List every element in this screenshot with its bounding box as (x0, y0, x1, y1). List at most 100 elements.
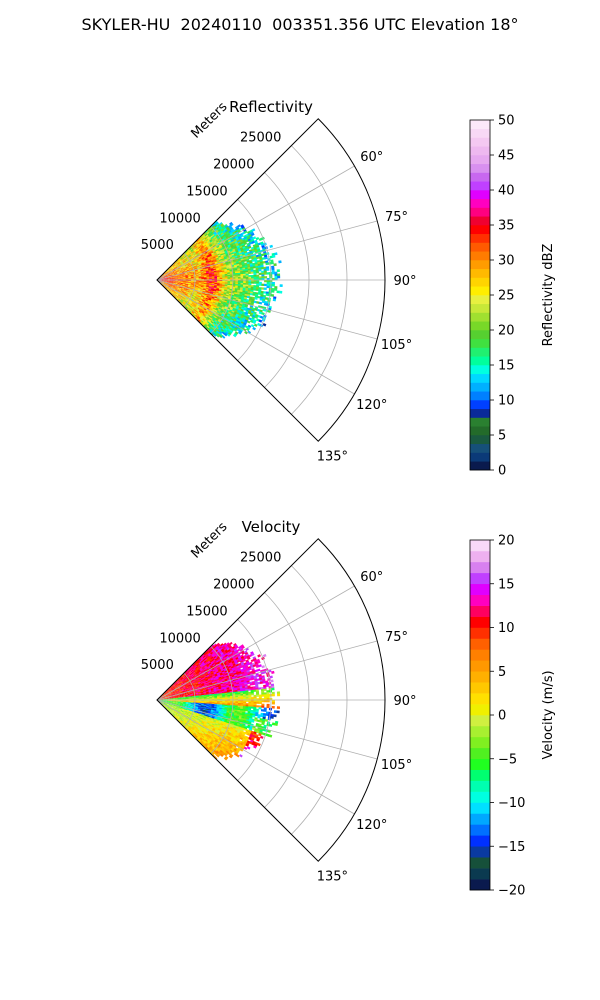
radar-gate (176, 292, 180, 295)
radar-gate (172, 264, 176, 267)
radar-gate (212, 317, 216, 321)
radar-gate (192, 305, 196, 309)
radar-gate (170, 291, 174, 295)
radar-gate (202, 304, 206, 307)
radar-gate (176, 264, 179, 267)
radar-gate (194, 291, 198, 294)
radar-gate (165, 272, 169, 275)
radar-gate (166, 283, 170, 285)
radar-gate (180, 296, 184, 299)
radar-gate (209, 254, 213, 257)
radar-gate (196, 317, 200, 321)
radar-gate (194, 288, 199, 291)
radar-gate (179, 287, 183, 289)
radar-gate (213, 305, 218, 308)
radar-gate (212, 250, 217, 253)
radar-gate (167, 278, 171, 280)
radar-gate (217, 302, 222, 305)
radar-gate (178, 268, 182, 271)
radar-gate (193, 298, 197, 302)
radar-gate (196, 247, 200, 251)
radar-gate (195, 295, 199, 298)
radar-gate (164, 271, 168, 274)
radar-gate (167, 277, 171, 279)
radar-gate (262, 323, 267, 327)
radar-gate (178, 289, 182, 292)
radar-gate (164, 286, 168, 289)
radar-gate (190, 248, 194, 252)
radar-gate (189, 305, 193, 309)
radar-gate (186, 289, 190, 292)
radar-gate (162, 272, 166, 275)
radar-gate (205, 260, 209, 263)
radar-gate (169, 284, 173, 286)
radar-gate (216, 298, 220, 301)
radar-gate (185, 285, 189, 287)
radar-gate (183, 300, 187, 303)
radar-gate (189, 309, 193, 312)
radar-gate (201, 277, 205, 279)
colorbar-tick-label: 40 (498, 184, 515, 199)
radar-gate (169, 281, 173, 283)
radar-gate (201, 319, 205, 323)
radar-gate (210, 312, 214, 316)
radar-gate (160, 283, 164, 286)
range-tick-label: 25000 (240, 131, 281, 146)
radar-gate (164, 281, 168, 282)
radar-gate (206, 262, 210, 265)
radar-gate (199, 299, 203, 303)
radar-gate (176, 265, 180, 268)
radar-gate (201, 246, 206, 250)
radar-gate (162, 278, 166, 280)
radar-gate (197, 297, 201, 300)
range-tick-label: 5000 (141, 238, 174, 253)
radar-gate (169, 278, 174, 279)
radar-gate (202, 318, 206, 322)
radar-gate (180, 267, 184, 270)
radar-gate (186, 305, 189, 309)
radar-gate (178, 268, 182, 271)
radar-gate (180, 274, 184, 276)
radar-gate (176, 271, 180, 274)
radar-gate (178, 269, 182, 272)
radar-gate (167, 277, 171, 279)
radar-gate (189, 271, 194, 273)
radar-gate (193, 308, 197, 311)
radar-gate (179, 284, 184, 286)
radar-gate (173, 292, 177, 295)
radar-gate (193, 263, 197, 266)
radar-gate (195, 246, 199, 249)
radar-gate (175, 280, 179, 282)
radar-gate (205, 299, 209, 302)
radar-gate (196, 277, 200, 279)
radar-gate (169, 281, 173, 283)
radar-gate (186, 289, 190, 291)
radar-gate (201, 250, 205, 254)
colorbar-swatch (470, 321, 490, 331)
radar-gate (178, 269, 182, 271)
radar-gate (214, 282, 218, 284)
radar-gate (198, 307, 202, 310)
colorbar-tick-label: 45 (498, 149, 515, 164)
radar-gate (202, 269, 207, 272)
radar-gate (183, 267, 187, 270)
radar-gate (219, 276, 223, 279)
radar-gate (175, 289, 179, 292)
radar-gate (206, 255, 210, 258)
radar-gate (170, 287, 174, 289)
radar-gate (177, 274, 181, 276)
radar-gate (192, 262, 196, 265)
radar-gate (172, 269, 176, 272)
radar-gate (184, 298, 188, 302)
radar-gate (192, 313, 196, 317)
radar-gate (213, 316, 217, 320)
radar-gate (199, 239, 203, 243)
radar-gate (172, 282, 176, 284)
radar-gate (170, 271, 174, 273)
radar-gate (169, 276, 173, 278)
radar-gate (180, 282, 184, 284)
radar-gate (198, 255, 202, 259)
radar-gate (169, 282, 173, 284)
radar-gate (196, 299, 200, 302)
radar-gate (194, 297, 198, 300)
